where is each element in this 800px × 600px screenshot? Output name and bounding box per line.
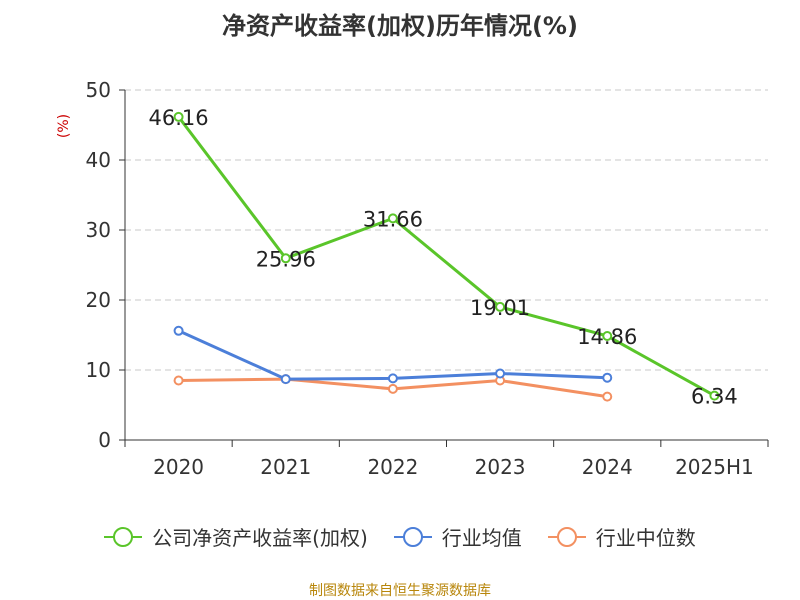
y-tick-label-40: 40 bbox=[86, 148, 111, 172]
legend-label-industry-mean: 行业均值 bbox=[441, 526, 522, 550]
point-series1-2022 bbox=[387, 373, 398, 384]
series-line-0 bbox=[177, 115, 716, 397]
point-series1-2024 bbox=[602, 372, 613, 383]
x-tick-label-2022: 2022 bbox=[367, 455, 418, 479]
y-tick-label-50: 50 bbox=[86, 78, 111, 102]
y-tick-label-30: 30 bbox=[86, 218, 111, 242]
y-tick-label-0: 0 bbox=[98, 428, 111, 452]
data-label-2024: 14.86 bbox=[577, 325, 637, 349]
legend: 公司净资产收益率(加权) 行业均值 行业中位数 bbox=[0, 522, 800, 551]
x-tick-label-2024: 2024 bbox=[582, 455, 633, 479]
point-series2-2024 bbox=[602, 391, 613, 402]
legend-label-industry-median: 行业中位数 bbox=[595, 526, 696, 550]
legend-label-company-roe: 公司净资产收益率(加权) bbox=[152, 526, 368, 550]
series-line-1 bbox=[177, 329, 608, 381]
legend-marker-industry-mean bbox=[393, 526, 432, 548]
x-tick-label-2025H1: 2025H1 bbox=[675, 455, 754, 479]
data-source-note: 制图数据来自恒生聚源数据库 bbox=[309, 583, 491, 599]
y-tick-label-10: 10 bbox=[86, 358, 111, 382]
point-series0-2024 bbox=[602, 330, 613, 341]
point-series2-2020 bbox=[173, 375, 184, 386]
data-label-2021: 25.96 bbox=[256, 247, 316, 271]
y-tick-label-20: 20 bbox=[86, 288, 111, 312]
legend-marker-company-roe bbox=[104, 526, 143, 548]
point-series0-2021 bbox=[280, 253, 291, 264]
point-series1-2023 bbox=[495, 368, 506, 379]
legend-item-industry-mean[interactable]: 行业均值 bbox=[393, 522, 522, 551]
data-label-2025H1: 6.34 bbox=[691, 385, 738, 409]
x-tick-label-2020: 2020 bbox=[153, 455, 204, 479]
legend-item-company-roe[interactable]: 公司净资产收益率(加权) bbox=[104, 522, 368, 551]
legend-item-industry-median[interactable]: 行业中位数 bbox=[547, 522, 696, 551]
point-series1-2020 bbox=[173, 325, 184, 336]
point-series2-2022 bbox=[387, 383, 398, 394]
point-series1-2021 bbox=[280, 374, 291, 385]
data-label-2023: 19.01 bbox=[470, 296, 530, 320]
chart-title: 净资产收益率(加权)历年情况(%) bbox=[222, 12, 578, 40]
y-axis-label: (%) bbox=[56, 114, 72, 138]
x-tick-label-2021: 2021 bbox=[260, 455, 311, 479]
point-series0-2023 bbox=[495, 301, 506, 312]
data-label-2020: 46.16 bbox=[149, 106, 209, 130]
legend-marker-industry-median bbox=[547, 526, 586, 548]
point-series0-2025H1 bbox=[709, 390, 720, 401]
data-label-2022: 31.66 bbox=[363, 207, 423, 231]
point-series0-2022 bbox=[387, 213, 398, 224]
point-series0-2020 bbox=[173, 111, 184, 122]
x-tick-label-2023: 2023 bbox=[475, 455, 526, 479]
